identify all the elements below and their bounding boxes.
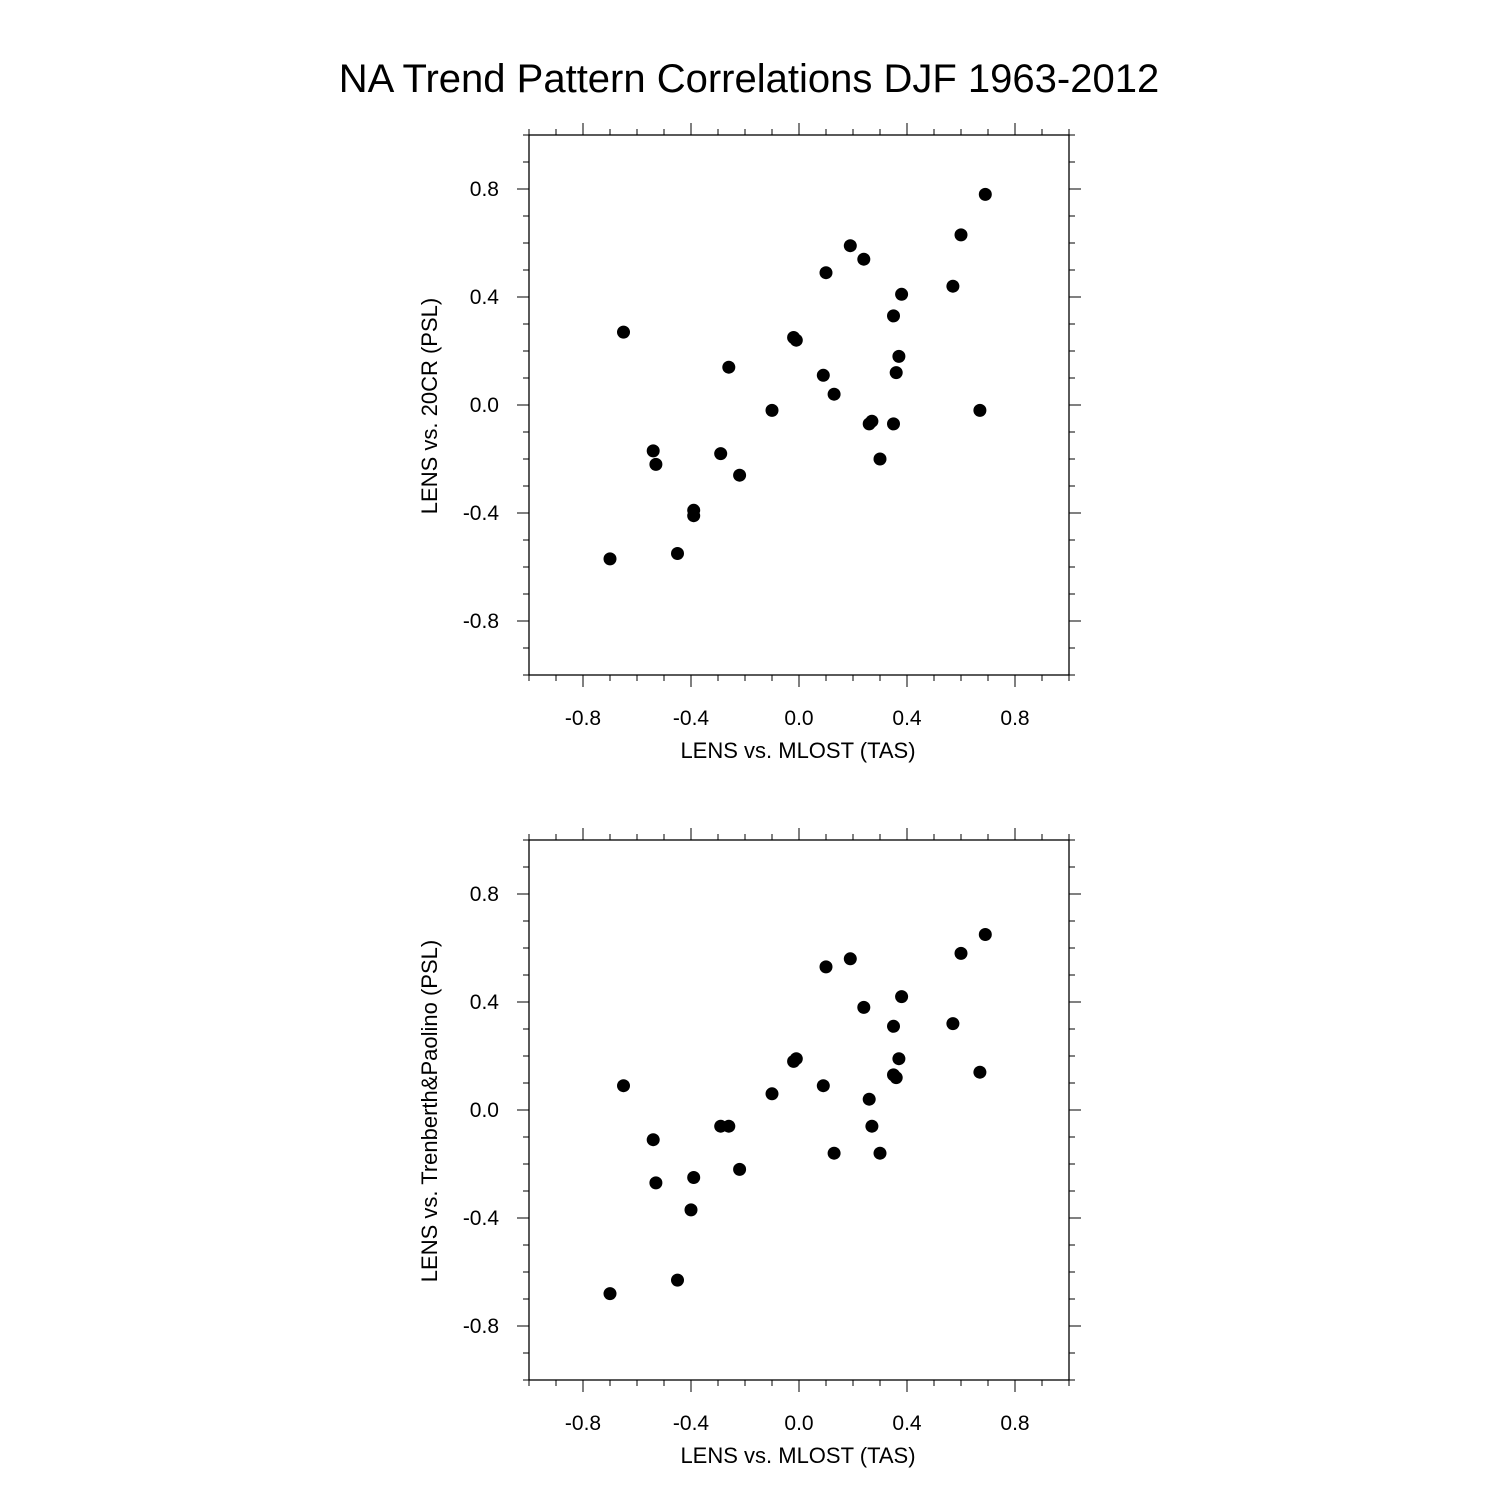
data-point: [714, 447, 728, 461]
data-point: [819, 960, 833, 974]
y-tick-label: 0.4: [470, 991, 500, 1014]
data-point: [978, 928, 992, 941]
data-point: [865, 414, 879, 428]
y-tick-label: 0.8: [470, 883, 499, 906]
data-point: [892, 1052, 906, 1066]
data-point: [887, 417, 900, 431]
data-point: [973, 1065, 987, 1079]
data-point: [827, 387, 841, 401]
y-axis-label: LENS vs. 20CR (PSL): [417, 298, 442, 514]
data-point: [687, 1171, 701, 1184]
y-tick-label: 0.0: [470, 394, 499, 417]
data-point: [873, 452, 887, 466]
y-tick-label: -0.8: [463, 1315, 499, 1338]
data-point: [671, 547, 684, 560]
x-axis-label: LENS vs. MLOST (TAS): [680, 1443, 915, 1468]
data-point: [789, 1052, 803, 1066]
data-point: [889, 1071, 903, 1085]
data-point: [843, 952, 857, 966]
data-point: [895, 990, 909, 1004]
data-point: [789, 333, 803, 347]
x-tick-label: 0.0: [784, 1412, 813, 1435]
data-point: [671, 1273, 684, 1287]
data-point: [733, 468, 747, 482]
data-point: [603, 552, 617, 566]
data-point: [687, 503, 701, 517]
data-point: [889, 366, 903, 380]
data-point: [862, 1092, 876, 1106]
data-point: [819, 266, 833, 280]
figure-title: NA Trend Pattern Correlations DJF 1963-2…: [339, 57, 1159, 101]
data-point: [603, 1287, 617, 1301]
data-point: [722, 360, 736, 374]
x-axis-label: LENS vs. MLOST (TAS): [680, 738, 915, 763]
data-point: [816, 1079, 830, 1093]
x-tick-label: -0.8: [565, 707, 601, 730]
y-tick-label: 0.0: [470, 1099, 499, 1122]
x-tick-label: -0.4: [673, 1412, 710, 1435]
data-point: [946, 279, 960, 293]
y-tick-label: -0.4: [463, 1207, 500, 1230]
x-tick-label: 0.0: [784, 707, 813, 730]
x-tick-label: -0.4: [673, 707, 710, 730]
data-point: [765, 403, 779, 417]
data-point: [873, 1146, 887, 1160]
data-point: [887, 1019, 900, 1033]
scatter-panel-top: -0.8 -0.4 0.0 0.4 0.8 -0.8 -0.4 0.0 0.4 0.8 LENS v…: [417, 123, 1081, 763]
y-tick-label: -0.8: [463, 610, 499, 633]
scatter-panel-bottom: -0.8 -0.4 0.0 0.4 0.8 -0.8 -0.4 0.0 0.4 0.8 LENS v…: [417, 828, 1081, 1468]
data-point: [733, 1162, 747, 1176]
data-point: [649, 1176, 663, 1190]
data-point: [816, 368, 830, 382]
data-point: [617, 1079, 630, 1093]
data-point: [646, 444, 660, 458]
data-point: [887, 309, 900, 323]
data-point: [865, 1119, 879, 1133]
data-point: [892, 349, 906, 363]
data-point: [857, 1000, 871, 1014]
y-axis-label: LENS vs. Trenberth&Paolino (PSL): [417, 940, 442, 1282]
x-tick-label: -0.8: [565, 1412, 601, 1435]
y-tick-label: 0.8: [470, 178, 499, 201]
data-point: [722, 1119, 736, 1133]
data-point: [646, 1133, 660, 1147]
data-point: [954, 946, 968, 960]
data-point: [857, 252, 871, 266]
data-point: [843, 239, 857, 253]
data-point: [684, 1203, 698, 1217]
data-point: [978, 187, 992, 201]
y-tick-label: -0.4: [463, 502, 500, 525]
data-point: [649, 457, 663, 471]
y-tick-label: 0.4: [470, 286, 500, 309]
data-point: [973, 403, 987, 417]
data-point: [617, 325, 630, 339]
data-point: [827, 1146, 841, 1160]
data-point: [765, 1087, 779, 1101]
data-point: [946, 1017, 960, 1031]
x-tick-label: 0.4: [892, 707, 922, 730]
x-tick-label: 0.4: [892, 1412, 922, 1435]
data-point: [895, 287, 909, 301]
x-tick-label: 0.8: [1000, 1412, 1029, 1435]
x-tick-label: 0.8: [1000, 707, 1029, 730]
data-point: [954, 228, 968, 242]
